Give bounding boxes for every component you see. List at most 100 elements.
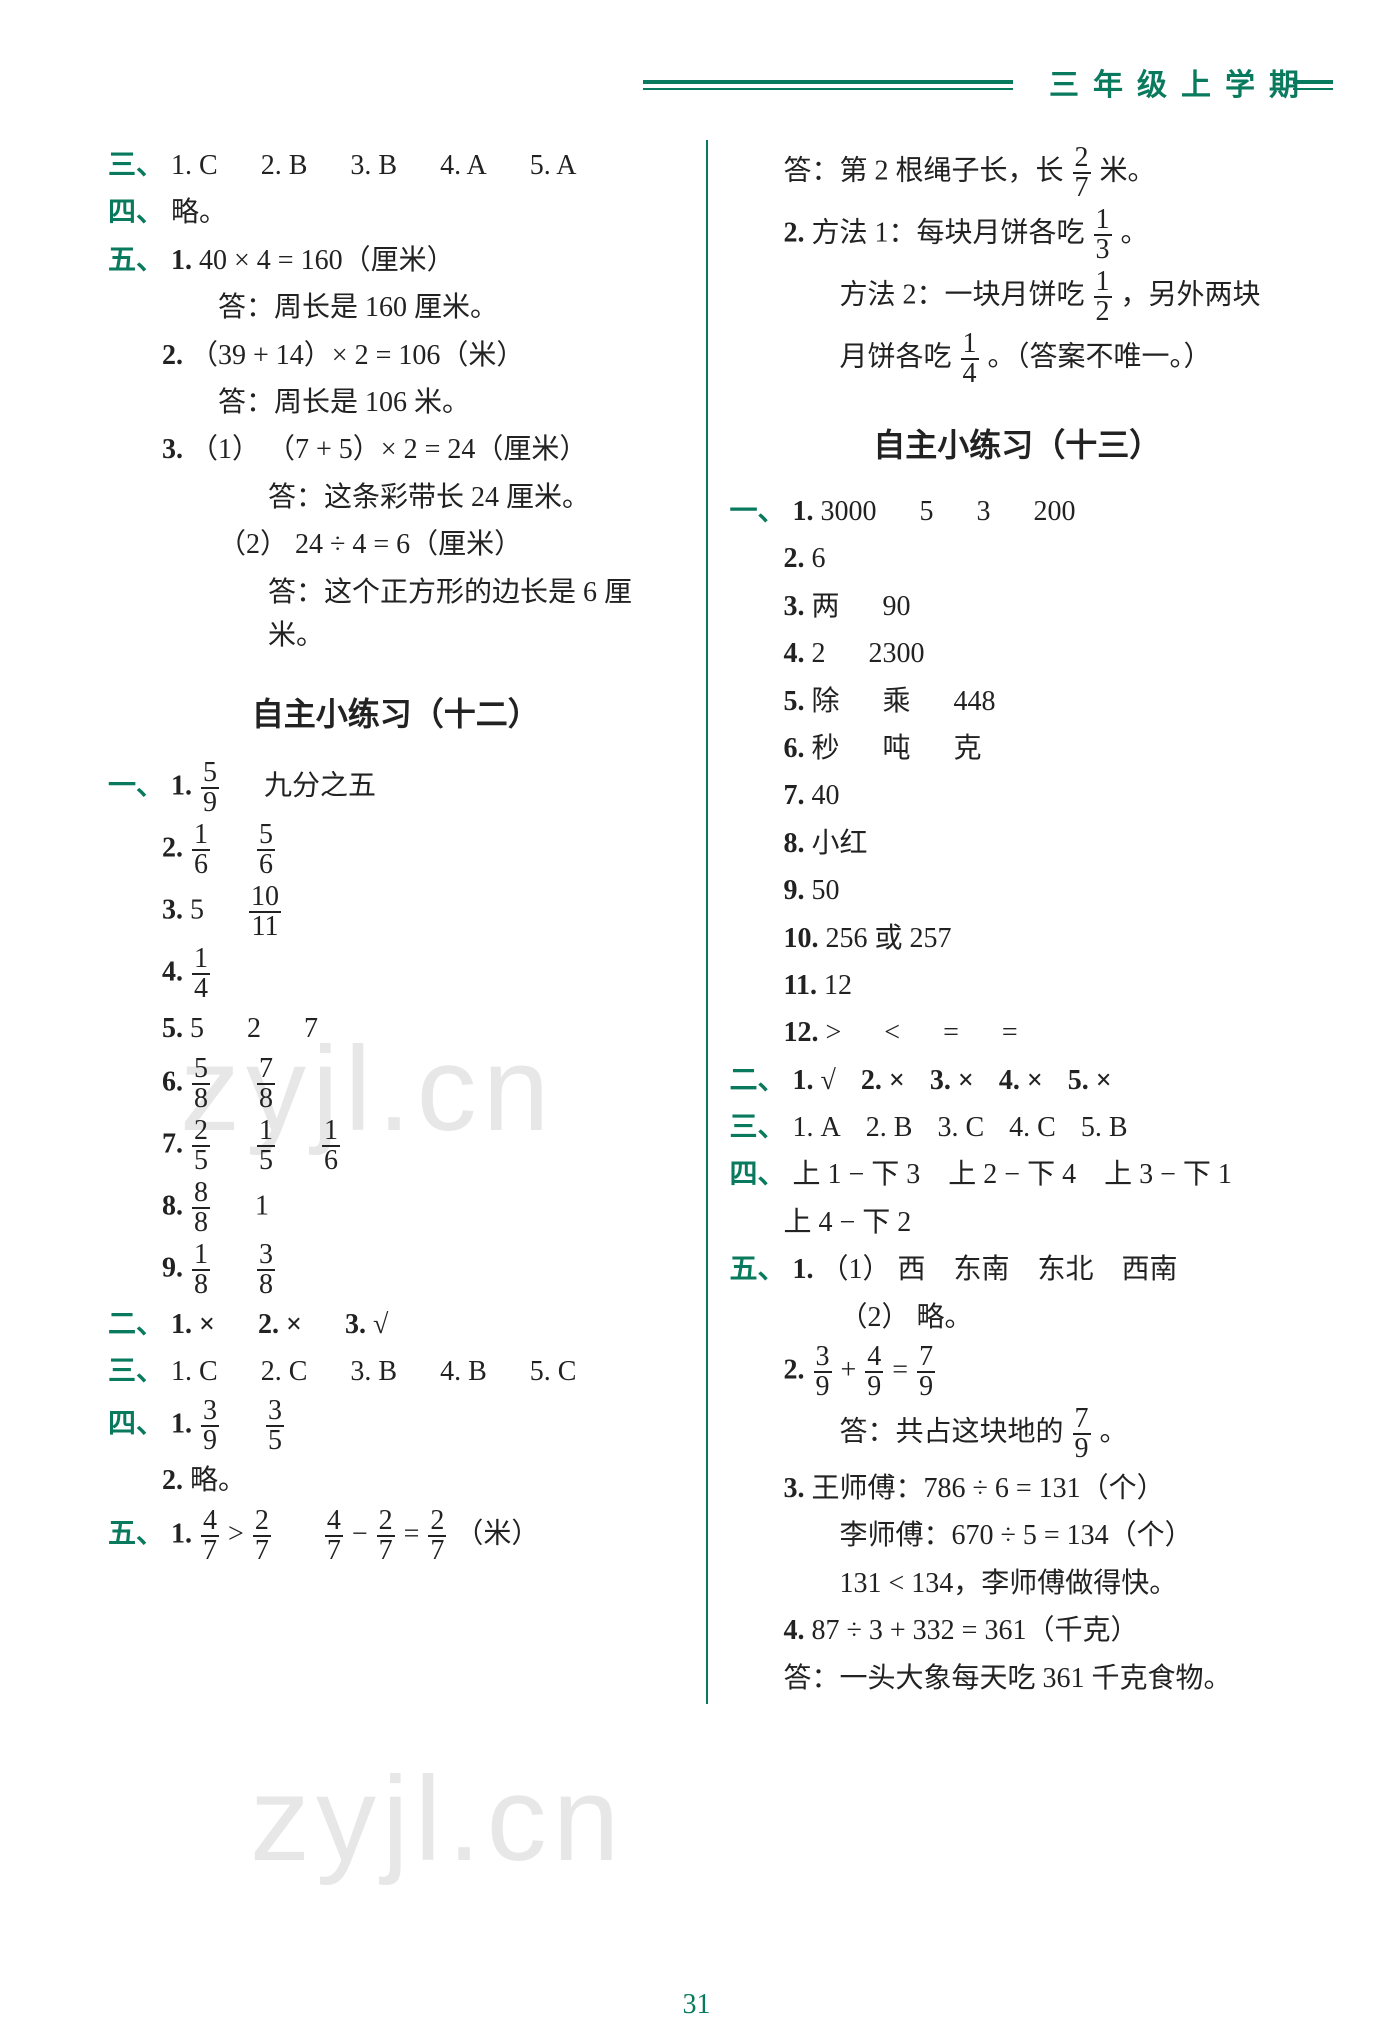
q-num: 1. bbox=[171, 771, 192, 802]
q-num: 1. bbox=[793, 496, 814, 527]
sec-san: 三、 bbox=[108, 150, 164, 181]
fraction: 27 bbox=[1073, 144, 1091, 202]
val: 2 bbox=[247, 1013, 261, 1044]
txt: 。 bbox=[1121, 217, 1149, 248]
val: 7 bbox=[304, 1013, 318, 1044]
ans-item: 3. B bbox=[350, 150, 397, 181]
val: 3 bbox=[977, 496, 991, 527]
txt: 上 1 − 下 3 上 2 − 下 4 上 3 − 下 1 bbox=[793, 1159, 1232, 1190]
fraction: 47 bbox=[325, 1507, 343, 1565]
val: 200 bbox=[1034, 496, 1076, 527]
q-num: 1. bbox=[171, 245, 192, 276]
sec-yi: 一、 bbox=[108, 771, 164, 802]
sec-er: 二、 bbox=[730, 1065, 786, 1096]
eq: 24 ÷ 4 = 6（厘米） bbox=[295, 529, 522, 560]
sec-wu: 五、 bbox=[108, 1518, 164, 1549]
fraction: 14 bbox=[192, 945, 210, 1003]
ans-item: 2. × bbox=[258, 1309, 302, 1340]
txt: 九分之五 bbox=[264, 771, 376, 802]
sec-san: 三、 bbox=[730, 1112, 786, 1143]
txt: ，另外两块 bbox=[1121, 279, 1261, 310]
txt: 西 东南 东北 西南 bbox=[898, 1254, 1178, 1285]
ans: 答：周长是 106 米。 bbox=[218, 387, 470, 418]
ans-item: 4. A bbox=[440, 150, 487, 181]
val: < bbox=[884, 1017, 900, 1048]
q-num: 3. bbox=[162, 895, 183, 926]
q-num: 7. bbox=[162, 1128, 183, 1159]
ans: 答：一头大象每天吃 361 千克食物。 bbox=[784, 1663, 1232, 1694]
q-num: 5. bbox=[784, 686, 805, 717]
sec-si: 四、 bbox=[730, 1159, 786, 1190]
fraction: 25 bbox=[192, 1117, 210, 1175]
ans-item: 3. B bbox=[350, 1356, 397, 1387]
q-num: 5. bbox=[162, 1013, 183, 1044]
fraction: 49 bbox=[865, 1343, 883, 1401]
val: 256 或 257 bbox=[826, 923, 952, 954]
val: = bbox=[1002, 1017, 1018, 1048]
ans-item: 1. √ bbox=[793, 1065, 836, 1096]
ans-item: 2. B bbox=[261, 150, 308, 181]
val: 90 bbox=[883, 591, 911, 622]
sec-san: 三、 bbox=[108, 1356, 164, 1387]
q-num: 2. bbox=[162, 340, 183, 371]
q-num: 4. bbox=[162, 957, 183, 988]
val: 12 bbox=[824, 970, 852, 1001]
val: 50 bbox=[812, 875, 840, 906]
fraction: 13 bbox=[1094, 206, 1112, 264]
q-num: 1. bbox=[793, 1254, 814, 1285]
q-num: 2. bbox=[162, 1465, 183, 1496]
ans-pre: 答：第 2 根绳子长，长 bbox=[784, 155, 1064, 186]
val: 1 bbox=[255, 1190, 269, 1221]
ans-item: 1. × bbox=[171, 1309, 215, 1340]
sec-wu: 五、 bbox=[730, 1254, 786, 1285]
sec-wu: 五、 bbox=[108, 245, 164, 276]
ans-post: 米。 bbox=[1100, 155, 1156, 186]
ans-item: 3. C bbox=[937, 1112, 984, 1143]
q-num: 12. bbox=[784, 1017, 819, 1048]
ans-item: 3. × bbox=[930, 1065, 974, 1096]
ans-item: 4. × bbox=[999, 1065, 1043, 1096]
q-num: 6. bbox=[162, 1066, 183, 1097]
ans-item: 2. B bbox=[866, 1112, 913, 1143]
q-num: 11. bbox=[784, 970, 817, 1001]
fraction: 27 bbox=[428, 1507, 446, 1565]
fraction: 14 bbox=[961, 330, 979, 388]
val: 乘 bbox=[883, 686, 911, 717]
q-num: 4. bbox=[784, 1615, 805, 1646]
fraction: 78 bbox=[257, 1055, 275, 1113]
fraction: 15 bbox=[257, 1117, 275, 1175]
ans-item: 5. × bbox=[1068, 1065, 1112, 1096]
sec-yi: 一、 bbox=[730, 496, 786, 527]
val: 3000 bbox=[821, 496, 877, 527]
ans-item: 1. C bbox=[171, 150, 218, 181]
sec-si: 四、 bbox=[108, 197, 164, 228]
txt: 略。 bbox=[190, 1465, 246, 1496]
fraction: 39 bbox=[814, 1343, 832, 1401]
val: > bbox=[826, 1017, 842, 1048]
fraction: 59 bbox=[201, 759, 219, 817]
val: 5 bbox=[190, 1013, 204, 1044]
ans-pre: 答：共占这块地的 bbox=[840, 1416, 1064, 1447]
fraction: 27 bbox=[253, 1507, 271, 1565]
q-num: 2. bbox=[162, 833, 183, 864]
ans-item: 5. A bbox=[530, 150, 577, 181]
val: = bbox=[943, 1017, 959, 1048]
txt: 月饼各吃 bbox=[840, 341, 952, 372]
fraction: 79 bbox=[1073, 1405, 1091, 1463]
fraction: 12 bbox=[1094, 268, 1112, 326]
val: 克 bbox=[954, 733, 982, 764]
val: 5 bbox=[920, 496, 934, 527]
sec-si: 四、 bbox=[108, 1409, 164, 1440]
q-num: 3. bbox=[784, 591, 805, 622]
ans-item: 3. √ bbox=[345, 1309, 388, 1340]
val: 吨 bbox=[883, 733, 911, 764]
ans-post: 。 bbox=[1100, 1416, 1128, 1447]
val: 5 bbox=[190, 895, 204, 926]
fraction: 16 bbox=[192, 821, 210, 879]
title-12: 自主小练习（十二） bbox=[108, 689, 684, 735]
ans-item: 1. C bbox=[171, 1356, 218, 1387]
fraction: 47 bbox=[201, 1507, 219, 1565]
page-header: 三年级上学期 bbox=[1049, 60, 1313, 104]
right-column: 答：第 2 根绳子长，长 27 米。 2. 方法 1：每块月饼各吃 13 。 方… bbox=[712, 140, 1324, 1704]
title-13: 自主小练习（十三） bbox=[730, 420, 1306, 466]
